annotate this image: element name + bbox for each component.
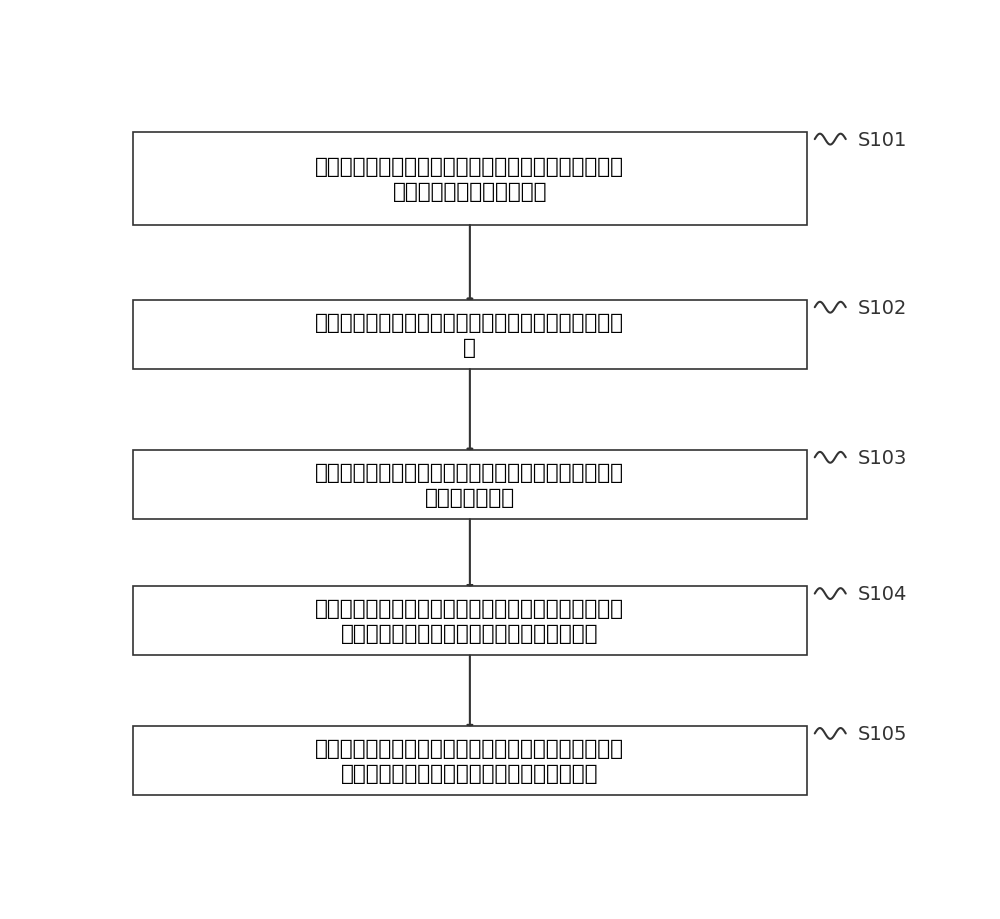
Text: 获取目标地层预设位置处经过相位补偿的地震信号和所
述目标地层的地层品质因子: 获取目标地层预设位置处经过相位补偿的地震信号和所 述目标地层的地层品质因子 [315, 157, 624, 201]
Text: S101: S101 [857, 130, 907, 150]
Bar [133, 726, 807, 796]
Bar [133, 586, 807, 655]
Bar [133, 301, 807, 369]
Text: S104: S104 [857, 584, 907, 604]
Text: S102: S102 [857, 299, 907, 317]
Text: 根据所述整形矩阵、所述地层品质因子和所述增益控制
系数，获取所述地震信号的振幅补偿作用矩阵: 根据所述整形矩阵、所述地层品质因子和所述增益控制 系数，获取所述地震信号的振幅补… [315, 599, 624, 643]
Text: S105: S105 [857, 724, 907, 743]
Text: S103: S103 [857, 448, 907, 467]
Text: 根据预设的增益控制阈值，确定振幅补偿的增益控制系
数: 根据预设的增益控制阈值，确定振幅补偿的增益控制系 数 [315, 312, 624, 357]
Text: 根据所述振幅补偿作用矩阵对所述地震信号进行振幅补
偿，得到所述地震信号经过振幅补偿后的结果: 根据所述振幅补偿作用矩阵对所述地震信号进行振幅补 偿，得到所述地震信号经过振幅补… [315, 739, 624, 783]
Text: 根据预设的有限差分矩阵和所述增益控制系数构造振幅
补偿的整形矩阵: 根据预设的有限差分矩阵和所述增益控制系数构造振幅 补偿的整形矩阵 [315, 462, 624, 507]
Bar [133, 132, 807, 226]
Bar [133, 450, 807, 519]
